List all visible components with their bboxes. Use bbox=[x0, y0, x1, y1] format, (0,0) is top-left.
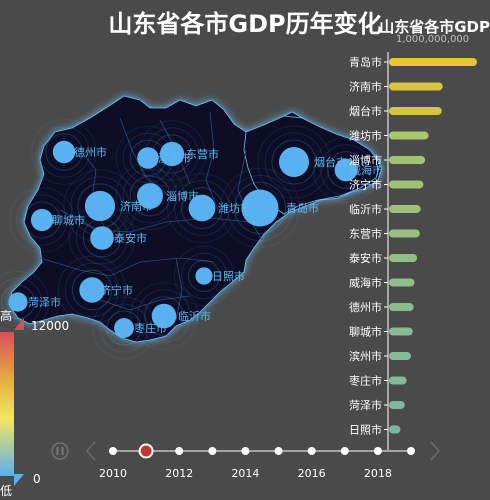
timeline-year-label: 2018 bbox=[364, 467, 392, 480]
bar-category-label: 枣庄市 bbox=[349, 374, 382, 388]
bar[interactable] bbox=[389, 401, 405, 409]
bar[interactable] bbox=[389, 58, 477, 66]
map-bubble[interactable] bbox=[63, 169, 137, 243]
visual-map-max-label: 12000 bbox=[31, 319, 69, 333]
timeline-year-label: 2016 bbox=[298, 467, 326, 480]
bar-category-label: 临沂市 bbox=[349, 202, 382, 216]
map-city-label: 烟台市 bbox=[314, 155, 347, 169]
bar[interactable] bbox=[389, 254, 418, 262]
map-city-label: 济宁市 bbox=[100, 283, 133, 297]
timeline-next-button[interactable] bbox=[430, 441, 441, 461]
timeline-node[interactable] bbox=[373, 447, 382, 455]
map-bubble[interactable] bbox=[219, 167, 301, 249]
map-city-label: 枣庄市 bbox=[134, 321, 167, 335]
map-city-label: 青岛市 bbox=[286, 201, 319, 215]
timeline[interactable]: 2010 2012 2014 2016 2018 bbox=[51, 441, 441, 480]
bar-category-label: 潍坊市 bbox=[349, 129, 382, 143]
timeline-play-button[interactable] bbox=[51, 442, 69, 460]
timeline-year-label: 2010 bbox=[99, 467, 127, 480]
visual-map-gradient-bar bbox=[0, 332, 14, 476]
visual-map-top-handle[interactable] bbox=[14, 318, 24, 330]
timeline-year-label: 2014 bbox=[231, 467, 259, 480]
map-city-label: 淄博市 bbox=[166, 189, 199, 203]
bar[interactable] bbox=[389, 156, 426, 164]
bar[interactable] bbox=[389, 303, 414, 311]
map-city-label: 泰安市 bbox=[114, 231, 147, 245]
bar-category-label: 青岛市 bbox=[349, 55, 382, 69]
timeline-node[interactable] bbox=[340, 447, 349, 455]
visual-map-high-label: 高 bbox=[0, 308, 12, 323]
bar-category-label: 德州市 bbox=[349, 300, 382, 314]
bar[interactable] bbox=[389, 229, 420, 238]
map-city-label: 菏泽市 bbox=[28, 295, 61, 309]
bar-category-label: 日照市 bbox=[349, 423, 382, 437]
bar-category-label: 烟台市 bbox=[349, 104, 382, 118]
bar[interactable] bbox=[389, 180, 424, 189]
bar-category-label: 威海市 bbox=[349, 276, 382, 290]
timeline-year-label: 2012 bbox=[165, 467, 193, 480]
bar-category-label: 济南市 bbox=[349, 80, 382, 94]
bar[interactable] bbox=[389, 107, 442, 115]
map-city-label: 滨州市 bbox=[158, 151, 191, 165]
map-city-label: 日照市 bbox=[212, 269, 245, 283]
map-city-label: 东营市 bbox=[186, 147, 219, 161]
bar-chart-title: 山东省各市GDP bbox=[379, 18, 490, 36]
timeline-node[interactable] bbox=[175, 447, 184, 455]
bar[interactable] bbox=[389, 352, 411, 360]
map-bubble[interactable] bbox=[68, 204, 136, 272]
bar[interactable] bbox=[389, 376, 407, 385]
bar-axis-tick-label: 1,000,000,000 bbox=[396, 34, 470, 45]
timeline-node[interactable] bbox=[109, 447, 117, 455]
bar[interactable] bbox=[389, 82, 443, 91]
map-bubble[interactable] bbox=[167, 173, 237, 243]
main-title: 山东省各市GDP历年变化 bbox=[108, 10, 382, 38]
timeline-node[interactable] bbox=[307, 447, 316, 455]
visual-map-low-label: 低 bbox=[0, 484, 12, 498]
map-city-label: 德州市 bbox=[74, 145, 107, 159]
timeline-node[interactable] bbox=[274, 447, 283, 455]
visual-map-bottom-handle[interactable] bbox=[14, 474, 24, 486]
visual-map-min-label: 0 bbox=[33, 472, 41, 486]
map-bubble[interactable] bbox=[92, 296, 156, 360]
map-city-label: 潍坊市 bbox=[218, 201, 251, 215]
map-city-label: 威海市 bbox=[350, 163, 383, 177]
map-bubble[interactable] bbox=[173, 245, 235, 307]
map-bubble[interactable] bbox=[9, 187, 75, 253]
bar[interactable] bbox=[389, 327, 413, 336]
bar-category-label: 菏泽市 bbox=[349, 398, 382, 412]
bar[interactable] bbox=[389, 205, 421, 213]
map-bubble[interactable] bbox=[57, 255, 127, 325]
map-bubble[interactable] bbox=[130, 282, 198, 350]
timeline-node[interactable] bbox=[407, 447, 415, 455]
timeline-current-marker[interactable] bbox=[138, 443, 154, 459]
bar-category-label: 济宁市 bbox=[349, 178, 382, 192]
map-city-label: 聊城市 bbox=[52, 213, 85, 227]
map-bubble[interactable] bbox=[31, 119, 97, 185]
visual-map[interactable]: 高 12000 0 低 bbox=[0, 308, 69, 498]
bar[interactable] bbox=[389, 425, 401, 434]
timeline-prev-button[interactable] bbox=[85, 441, 96, 461]
bar[interactable] bbox=[389, 278, 415, 287]
map-bubble[interactable] bbox=[115, 125, 181, 191]
map-city-label: 临沂市 bbox=[178, 309, 211, 323]
map-region-east-peninsula bbox=[243, 115, 381, 215]
bar-category-label: 东营市 bbox=[349, 227, 382, 241]
bar-category-label: 淄博市 bbox=[349, 153, 382, 167]
bar-category-label: 聊城市 bbox=[349, 325, 382, 339]
bar-category-label: 泰安市 bbox=[349, 251, 382, 265]
map-bubble[interactable] bbox=[115, 161, 185, 231]
map-bubble[interactable] bbox=[313, 137, 379, 203]
map-bubble[interactable] bbox=[257, 125, 331, 199]
timeline-node[interactable] bbox=[241, 447, 250, 455]
bar-category-label: 滨州市 bbox=[349, 349, 382, 363]
map-city-label: 济南市 bbox=[120, 199, 153, 213]
timeline-node[interactable] bbox=[208, 447, 217, 455]
bar[interactable] bbox=[389, 131, 429, 140]
